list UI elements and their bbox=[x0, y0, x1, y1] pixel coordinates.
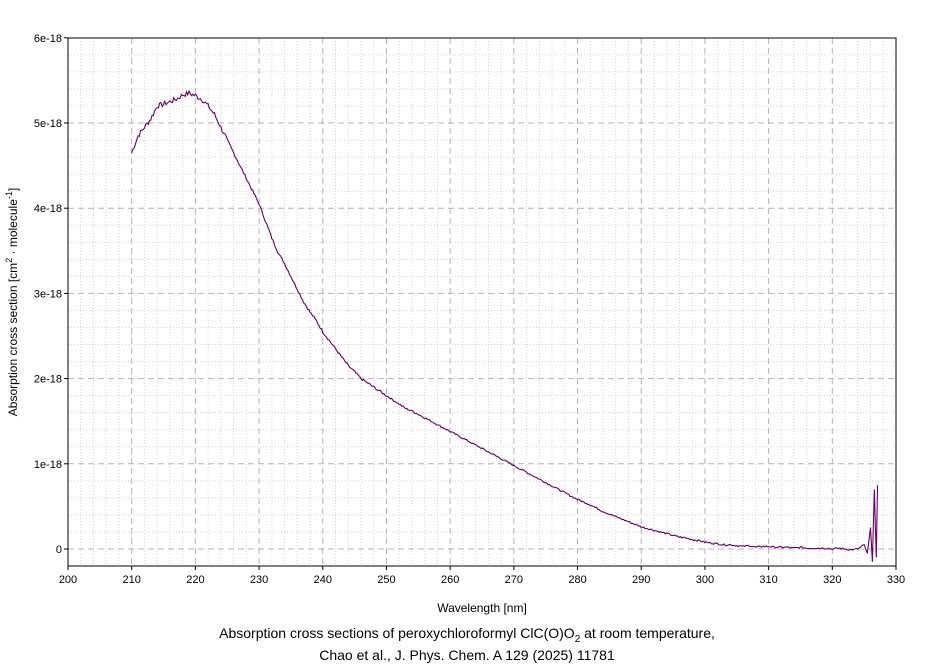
x-tick-label: 290 bbox=[632, 574, 650, 586]
x-tick-label: 280 bbox=[568, 574, 586, 586]
x-tick-label: 200 bbox=[59, 574, 77, 586]
y-axis-label-suffix: ] bbox=[6, 188, 20, 191]
series-layer bbox=[131, 89, 879, 562]
x-tick-label: 210 bbox=[123, 574, 141, 586]
x-tick-label: 250 bbox=[377, 574, 395, 586]
caption-subscript: 2 bbox=[574, 633, 581, 645]
caption-text: Absorption cross sections of peroxychlor… bbox=[219, 625, 575, 641]
series-line bbox=[131, 89, 879, 562]
y-axis-label: Absorption cross section [cm2 · molecule… bbox=[4, 188, 20, 416]
x-tick-label: 320 bbox=[823, 574, 841, 586]
minor-grid bbox=[68, 38, 896, 566]
x-tick-label: 230 bbox=[250, 574, 268, 586]
y-tick-label: 1e-18 bbox=[34, 459, 62, 471]
y-axis-label-middle: · molecule bbox=[6, 199, 20, 258]
chart-caption-line2: Chao et al., J. Phys. Chem. A 129 (2025)… bbox=[319, 647, 615, 663]
x-axis-label: Wavelength [nm] bbox=[437, 601, 527, 615]
caption-text-end: at room temperature, bbox=[580, 625, 715, 641]
x-axis: 200 210 220 230 240 250 260 270 280 290 300 310 320 3… bbox=[59, 566, 905, 586]
y-tick-label: 2e-18 bbox=[34, 374, 62, 386]
y-tick-label: 4e-18 bbox=[34, 203, 62, 215]
x-tick-label: 260 bbox=[441, 574, 459, 586]
x-tick-label: 310 bbox=[759, 574, 777, 586]
plot-frame bbox=[67, 37, 897, 567]
chart-caption-line1: Absorption cross sections of peroxychlor… bbox=[0, 623, 934, 650]
y-tick-label: 5e-18 bbox=[34, 118, 62, 130]
x-tick-label: 220 bbox=[186, 574, 204, 586]
y-axis-label-sup2: -1 bbox=[4, 191, 14, 199]
x-tick-label: 240 bbox=[314, 574, 332, 586]
x-tick-label: 330 bbox=[887, 574, 905, 586]
y-tick-label: 3e-18 bbox=[34, 288, 62, 300]
y-axis-label-sup1: 2 bbox=[4, 258, 14, 263]
y-axis: 0 1e-18 2e-18 3e-18 4e-18 5e-18 6e-18 bbox=[34, 33, 68, 556]
major-grid bbox=[68, 38, 896, 566]
plot-area bbox=[68, 38, 896, 566]
x-tick-label: 300 bbox=[696, 574, 714, 586]
y-tick-label: 6e-18 bbox=[34, 33, 62, 45]
y-axis-label-prefix: Absorption cross section [cm bbox=[6, 263, 20, 416]
y-tick-label: 0 bbox=[56, 544, 62, 556]
x-tick-label: 270 bbox=[505, 574, 523, 586]
